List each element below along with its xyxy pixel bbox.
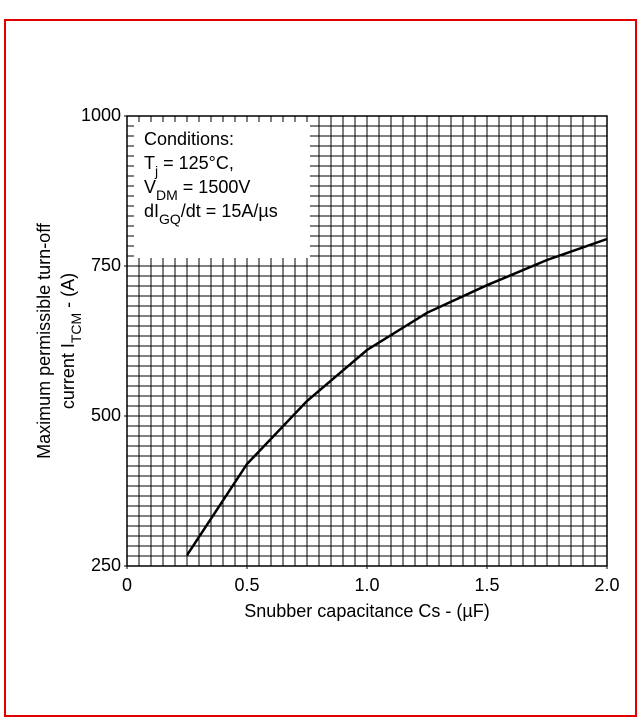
annotation-line: dIGQ/dt = 15A/µs	[144, 201, 278, 227]
annotation-box	[134, 122, 310, 258]
x-axis-label: Snubber capacitance Cs - (µF)	[244, 601, 489, 621]
text-part: /dt = 15A/µs	[181, 201, 278, 221]
y-axis-label: Maximum permissible turn-off current ITCM…	[34, 222, 84, 459]
text-part: Conditions:	[144, 129, 234, 149]
x-tick-label: 0	[122, 575, 132, 595]
x-tick-label: 2.0	[594, 575, 619, 595]
text-part: dI	[144, 201, 159, 221]
x-tick-label: 1.5	[474, 575, 499, 595]
y-axis-label-line: Maximum permissible turn-off	[34, 222, 54, 459]
y-axis-label-line: current ITCM - (A)	[58, 273, 84, 409]
annotation-line: VDM = 1500V	[144, 177, 250, 203]
y-tick-label: 1000	[81, 105, 121, 125]
annotation-line: Conditions:	[144, 129, 234, 149]
text-part: TCM	[68, 313, 84, 343]
text-part: V	[144, 177, 156, 197]
y-tick-label: 500	[91, 405, 121, 425]
text-part: = 1500V	[178, 177, 251, 197]
x-tick-label: 0.5	[234, 575, 259, 595]
y-tick-label: 750	[91, 255, 121, 275]
text-part: GQ	[159, 211, 181, 227]
text-part: - (A)	[58, 273, 78, 313]
curve	[185, 237, 608, 556]
y-tick-label: 250	[91, 555, 121, 575]
text-part: Maximum permissible turn-off	[34, 222, 54, 459]
annotation-line: Tj = 125°C,	[144, 153, 234, 179]
text-part: current I	[58, 343, 78, 409]
text-part: j	[154, 163, 158, 179]
x-tick-label: 1.0	[354, 575, 379, 595]
text-part: DM	[156, 187, 178, 203]
text-part: = 125°C,	[158, 153, 234, 173]
text-part: T	[144, 153, 155, 173]
